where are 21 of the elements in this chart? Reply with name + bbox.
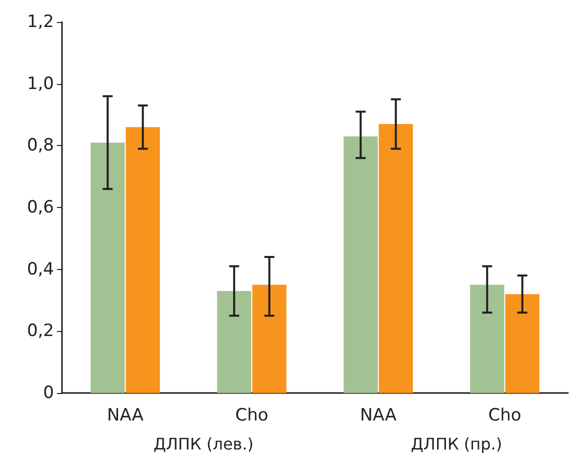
y-tick-label: 0,4 [26, 259, 54, 280]
bar [344, 136, 378, 393]
bar [378, 124, 413, 393]
y-tick-label: 0 [43, 383, 54, 403]
text: ДЛПК (пр.) [410, 434, 502, 454]
x-tick-label: NAA [107, 406, 144, 426]
y-tick-label: 1,0 [26, 74, 54, 94]
x-tick-label: Cho [488, 406, 522, 426]
y-tick-label: 0,2 [26, 321, 54, 342]
y-tick-label: 0,8 [26, 136, 54, 156]
text: ДЛПК (лев.) [153, 434, 254, 454]
bar [252, 284, 286, 393]
bar [470, 284, 504, 393]
bar [505, 294, 540, 393]
bar [90, 142, 125, 393]
bar [126, 127, 160, 393]
y-tick-label: 0,6 [26, 198, 54, 218]
x-tick-label: NAA [360, 406, 397, 426]
x-tick-label: Cho [235, 406, 268, 426]
bar [217, 290, 252, 393]
y-tick-label: 1,2 [26, 12, 54, 32]
